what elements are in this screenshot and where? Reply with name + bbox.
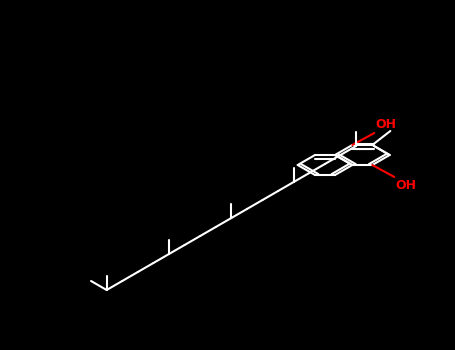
Text: OH: OH	[375, 118, 396, 131]
Text: OH: OH	[395, 179, 416, 192]
